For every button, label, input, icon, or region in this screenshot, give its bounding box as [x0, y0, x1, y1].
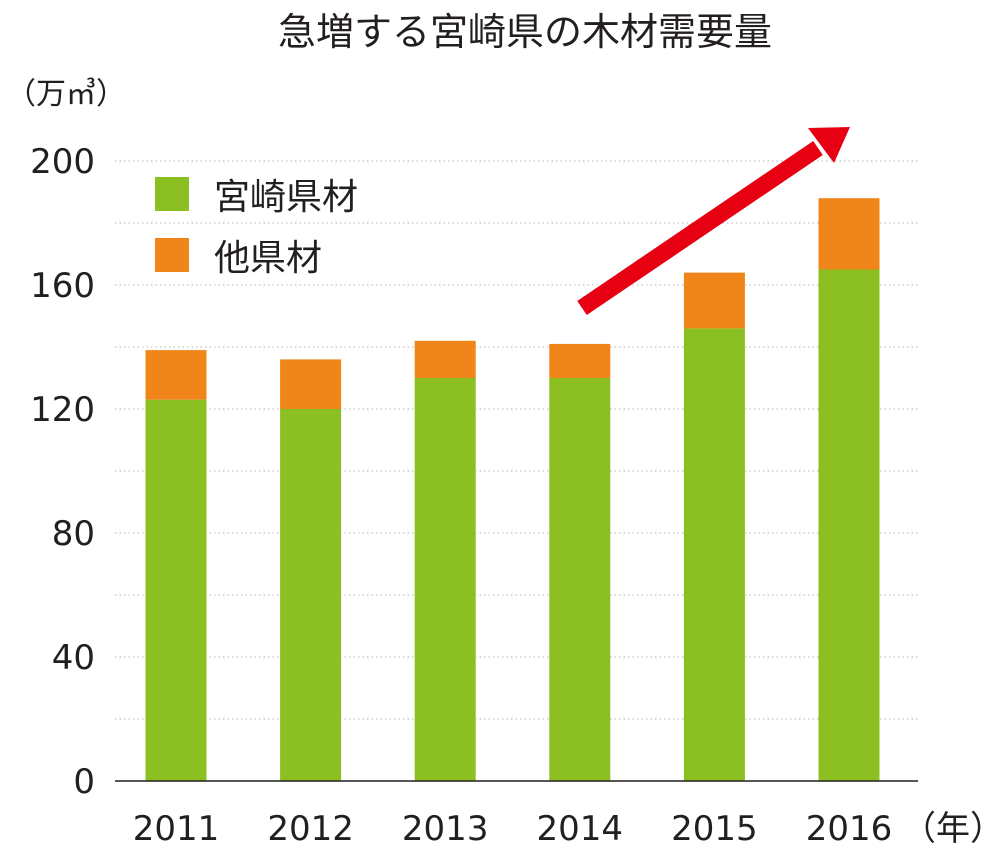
- legend-swatch-miyazaki: [155, 177, 189, 211]
- bar-miyazaki-2012: [280, 409, 342, 781]
- legend-label-other: 他県材: [214, 238, 322, 279]
- legend: 宮崎県材 他県材: [155, 177, 358, 279]
- bar-miyazaki-2013: [414, 378, 476, 781]
- x-tick-label: 2012: [267, 809, 354, 849]
- x-tick-label: 2016: [806, 809, 893, 849]
- bar-other-2011: [145, 350, 207, 400]
- y-tick-label: 40: [52, 638, 95, 678]
- bar-miyazaki-2016: [818, 269, 880, 781]
- bar-miyazaki-2015: [683, 328, 745, 781]
- gridlines: [115, 160, 918, 720]
- y-tick-label: 160: [30, 266, 95, 306]
- trend-arrow: [577, 127, 850, 316]
- x-axis-unit-label: （年）: [902, 809, 1000, 849]
- bar-other-2014: [549, 343, 611, 378]
- bar-miyazaki-2014: [549, 378, 611, 781]
- x-tick-label: 2011: [133, 809, 220, 849]
- bar-other-2016: [818, 198, 880, 270]
- y-axis-unit-label: （万㎥）: [6, 77, 126, 112]
- bar-other-2015: [683, 272, 745, 329]
- legend-swatch-other: [155, 238, 189, 272]
- x-tick-label: 2013: [402, 809, 489, 849]
- bar-other-2012: [280, 359, 342, 409]
- x-axis-ticks: 2011 2012 2013 2014 2015 2016: [133, 809, 893, 849]
- bar-miyazaki-2011: [145, 399, 207, 781]
- y-tick-label: 200: [30, 142, 95, 182]
- y-tick-label: 80: [52, 514, 95, 554]
- y-axis-ticks: 0 40 80 120 160 200: [30, 142, 95, 802]
- legend-label-miyazaki: 宮崎県材: [214, 177, 358, 218]
- trend-arrow-shaft: [577, 140, 823, 316]
- x-tick-label: 2015: [671, 809, 758, 849]
- bars: [145, 198, 880, 781]
- bar-other-2013: [414, 340, 476, 378]
- y-tick-label: 120: [30, 390, 95, 430]
- chart-title: 急増する宮崎県の木材需要量: [278, 10, 772, 54]
- x-tick-label: 2014: [537, 809, 624, 849]
- y-tick-label: 0: [73, 762, 95, 802]
- trend-arrow-head: [808, 127, 850, 163]
